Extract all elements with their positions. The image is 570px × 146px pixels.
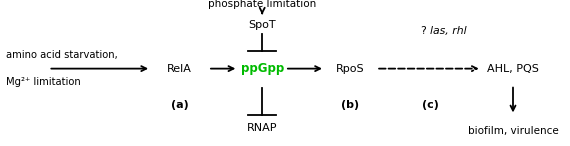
Text: RpoS: RpoS (336, 64, 365, 74)
Text: las, rhl: las, rhl (430, 26, 467, 36)
Text: (a): (a) (170, 100, 189, 110)
Text: (b): (b) (341, 100, 360, 110)
Text: RNAP: RNAP (247, 124, 278, 133)
Text: AHL, PQS: AHL, PQS (487, 64, 539, 74)
Text: SpoT: SpoT (249, 20, 276, 30)
Text: RelA: RelA (167, 64, 192, 74)
Text: phosphate limitation: phosphate limitation (208, 0, 316, 9)
Text: amino acid starvation,: amino acid starvation, (6, 51, 117, 60)
Text: biofilm, virulence: biofilm, virulence (467, 126, 559, 136)
Text: (c): (c) (422, 100, 439, 110)
Text: ?: ? (421, 26, 430, 36)
Text: ppGpp: ppGpp (241, 62, 284, 75)
Text: Mg²⁺ limitation: Mg²⁺ limitation (6, 77, 80, 87)
